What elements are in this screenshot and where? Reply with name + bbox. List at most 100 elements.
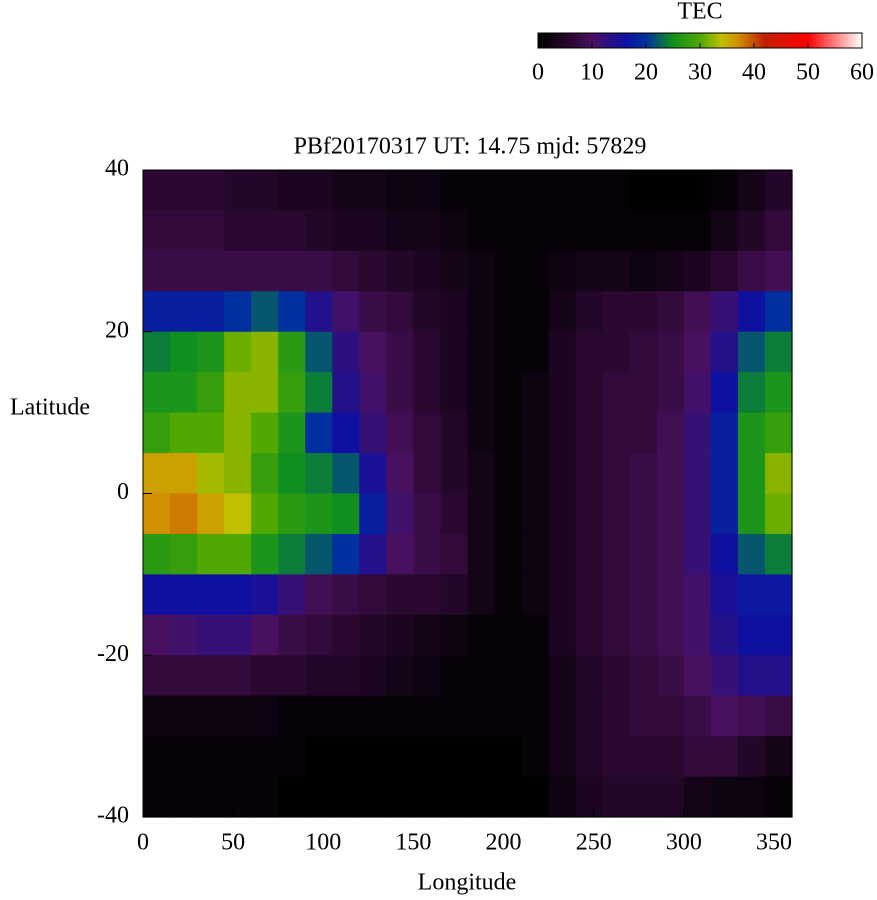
heatmap-cell [521, 533, 550, 575]
heatmap-cell [305, 291, 333, 333]
heatmap-cell [197, 412, 225, 454]
heatmap-cell [710, 695, 739, 737]
heatmap-cell [467, 493, 496, 535]
heatmap-cell [224, 291, 252, 333]
heatmap-cell [683, 170, 712, 212]
heatmap-cell [332, 776, 360, 818]
heatmap-cell [440, 574, 469, 616]
heatmap-cell [521, 695, 550, 737]
heatmap-cell [521, 776, 550, 818]
heatmap-cell [737, 372, 766, 414]
heatmap-cell [386, 210, 415, 252]
heatmap-cell [143, 170, 171, 212]
heatmap-cell [467, 412, 496, 454]
heatmap-cell [656, 574, 685, 616]
heatmap-cell [305, 493, 333, 535]
heatmap-cell [737, 776, 766, 818]
heatmap-cell [143, 493, 171, 535]
heatmap-cell [467, 655, 496, 697]
heatmap-cell [386, 695, 415, 737]
heatmap-cell [764, 453, 793, 495]
heatmap-cell [251, 331, 279, 373]
heatmap-cell [359, 210, 387, 252]
heatmap-cell [467, 250, 496, 292]
heatmap-cell [494, 776, 523, 818]
heatmap-cell [413, 574, 442, 616]
heatmap-cell [224, 695, 252, 737]
heatmap-cell [710, 250, 739, 292]
heatmap-cell [305, 533, 333, 575]
heatmap-cell [683, 210, 712, 252]
heatmap-cell [170, 776, 198, 818]
heatmap-cell [575, 331, 604, 373]
heatmap-cell [629, 453, 658, 495]
heatmap-cell [413, 372, 442, 414]
heatmap-cell [521, 331, 550, 373]
heatmap-cell [575, 736, 604, 778]
heatmap-cell [629, 331, 658, 373]
heatmap-cell [143, 250, 171, 292]
heatmap-cell [278, 250, 306, 292]
heatmap-cell [278, 614, 306, 656]
heatmap-cell [521, 453, 550, 495]
heatmap-cell [359, 574, 387, 616]
heatmap-cell [710, 170, 739, 212]
heatmap-cell [440, 210, 469, 252]
heatmap-cell [197, 250, 225, 292]
heatmap-cell [359, 695, 387, 737]
heatmap-cell [413, 736, 442, 778]
heatmap-cell [575, 372, 604, 414]
heatmap-cell [332, 291, 360, 333]
heatmap-cell [197, 574, 225, 616]
heatmap-cell [224, 736, 252, 778]
heatmap-cell [764, 372, 793, 414]
heatmap-cell [413, 210, 442, 252]
heatmap-cell [521, 614, 550, 656]
heatmap-cell [764, 170, 793, 212]
heatmap-cell [683, 412, 712, 454]
heatmap-cell [386, 170, 415, 212]
heatmap-cell [278, 533, 306, 575]
heatmap-cell [575, 614, 604, 656]
heatmap-cell [494, 250, 523, 292]
heatmap-cell [548, 736, 577, 778]
heatmap-cell [305, 695, 333, 737]
heatmap-cell [413, 250, 442, 292]
heatmap-cell [683, 655, 712, 697]
heatmap-cell [278, 574, 306, 616]
heatmap-cell [332, 614, 360, 656]
heatmap-cell [170, 655, 198, 697]
heatmap-cell [386, 250, 415, 292]
heatmap-cell [332, 372, 360, 414]
heatmap-cell [386, 372, 415, 414]
heatmap-cell [737, 291, 766, 333]
y-axis-label: Latitude [10, 395, 90, 421]
heatmap-cell [737, 736, 766, 778]
heatmap-cell [737, 210, 766, 252]
heatmap-cell [197, 776, 225, 818]
heatmap-cell [278, 372, 306, 414]
colorbar-tick-label: 60 [850, 60, 874, 86]
heatmap-cell [575, 210, 604, 252]
heatmap-cell [494, 453, 523, 495]
heatmap-cell [224, 776, 252, 818]
heatmap-cell [710, 412, 739, 454]
heatmap-cell [305, 655, 333, 697]
heatmap-cell [359, 614, 387, 656]
heatmap-cell [521, 736, 550, 778]
heatmap-cell [764, 695, 793, 737]
colorbar-tick-label: 10 [580, 60, 604, 86]
heatmap-cell [764, 493, 793, 535]
heatmap-cell [278, 695, 306, 737]
heatmap-cell [197, 210, 225, 252]
heatmap-cell [170, 493, 198, 535]
heatmap-cell [710, 453, 739, 495]
heatmap-cell [548, 291, 577, 333]
heatmap-cell [548, 250, 577, 292]
heatmap-cell [575, 695, 604, 737]
heatmap-cell [440, 372, 469, 414]
heatmap-cell [764, 210, 793, 252]
heatmap-cell [467, 210, 496, 252]
heatmap-cell [629, 736, 658, 778]
